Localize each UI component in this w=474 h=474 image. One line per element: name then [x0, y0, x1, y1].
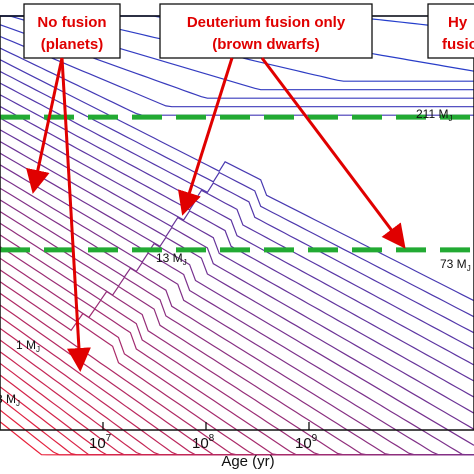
- x-tick-label: 107: [89, 433, 112, 452]
- mass-track-line: [0, 199, 474, 456]
- callout-deuterium-line1: Deuterium fusion only: [187, 14, 346, 31]
- mass-track-line: [0, 35, 474, 108]
- mass-label-73: 73 MJ: [440, 257, 471, 273]
- mass-label-3: 3 MJ: [0, 392, 20, 408]
- arrow-deuterium-left: [177, 57, 234, 216]
- mass-track-line: [0, 164, 474, 446]
- callout-box-hydrogen: [427, 3, 474, 59]
- mass-track-line: [0, 70, 474, 318]
- arrow-no-fusion-upper: [26, 57, 64, 194]
- callout-deuterium-line2: (brown dwarfs): [212, 36, 320, 53]
- mass-track-line: [0, 59, 474, 302]
- arrow-deuterium-right: [260, 57, 406, 249]
- mass-track-line: [0, 140, 474, 414]
- mass-track-line: [0, 374, 474, 456]
- mass-track-line: [0, 105, 474, 366]
- x-axis-ticks: 107 108 109: [89, 422, 318, 452]
- callout-hydrogen-line2: fusio: [442, 36, 474, 53]
- mass-track-line: [0, 210, 474, 456]
- mass-track-line: [0, 175, 474, 456]
- callout-hydrogen-line1: Hy: [448, 14, 468, 31]
- mass-label-1: 1 MJ: [16, 338, 40, 354]
- mass-track-line: [0, 269, 474, 456]
- callout-arrows: [26, 57, 406, 372]
- callout-no-fusion-line2: (planets): [41, 36, 104, 53]
- mass-track-line: [0, 222, 474, 456]
- arrow-no-fusion-lower: [60, 57, 91, 372]
- mass-track-line: [0, 94, 474, 350]
- callout-box-deuterium: [159, 3, 373, 59]
- callout-no-fusion-line1: No fusion: [37, 14, 106, 31]
- mass-label-211: 211 MJ: [416, 107, 452, 123]
- mass-track-line: [0, 129, 474, 398]
- mass-track-line: [0, 234, 474, 456]
- mass-track-line: [0, 386, 474, 456]
- mass-label-13: 13 MJ: [156, 251, 187, 267]
- callout-box-no-fusion: [23, 3, 121, 59]
- x-tick-label: 108: [192, 433, 215, 452]
- mass-track-line: [0, 397, 474, 456]
- x-tick-label: 109: [295, 433, 318, 452]
- mass-track-line: [0, 152, 474, 430]
- x-axis-title: Age (yr): [221, 453, 274, 470]
- mass-track-line: [0, 82, 474, 334]
